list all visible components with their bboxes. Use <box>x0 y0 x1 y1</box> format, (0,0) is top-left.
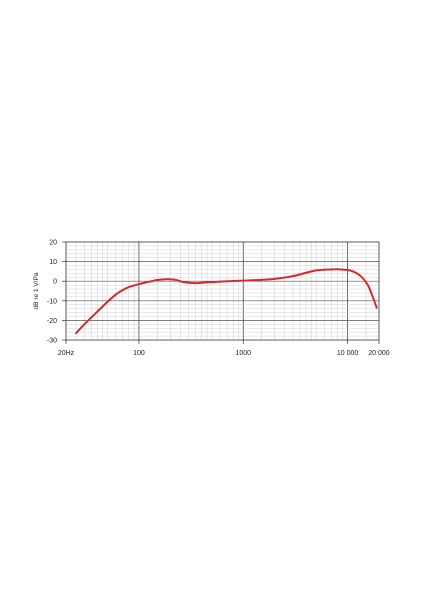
y-axis-label: dB re 1 V/Pa <box>33 272 40 309</box>
y-tick-label: -20 <box>47 318 57 325</box>
x-tick-label: 10 000 <box>337 350 359 357</box>
x-tick-label: 20Hz <box>58 350 75 357</box>
y-tick-label: -30 <box>47 338 57 345</box>
x-tick-label: 20 000 <box>368 350 390 357</box>
y-tick-label: 0 <box>53 279 57 286</box>
plot-frame <box>65 241 380 341</box>
y-tick-label: 20 <box>49 240 57 247</box>
y-tick-label: -10 <box>47 298 57 305</box>
x-tick-label: 100 <box>133 350 145 357</box>
grid <box>66 242 379 340</box>
series-layer <box>75 268 378 335</box>
frequency-response-line <box>75 268 378 335</box>
x-tick-label: 1000 <box>235 350 251 357</box>
y-tick-label: 10 <box>49 259 57 266</box>
